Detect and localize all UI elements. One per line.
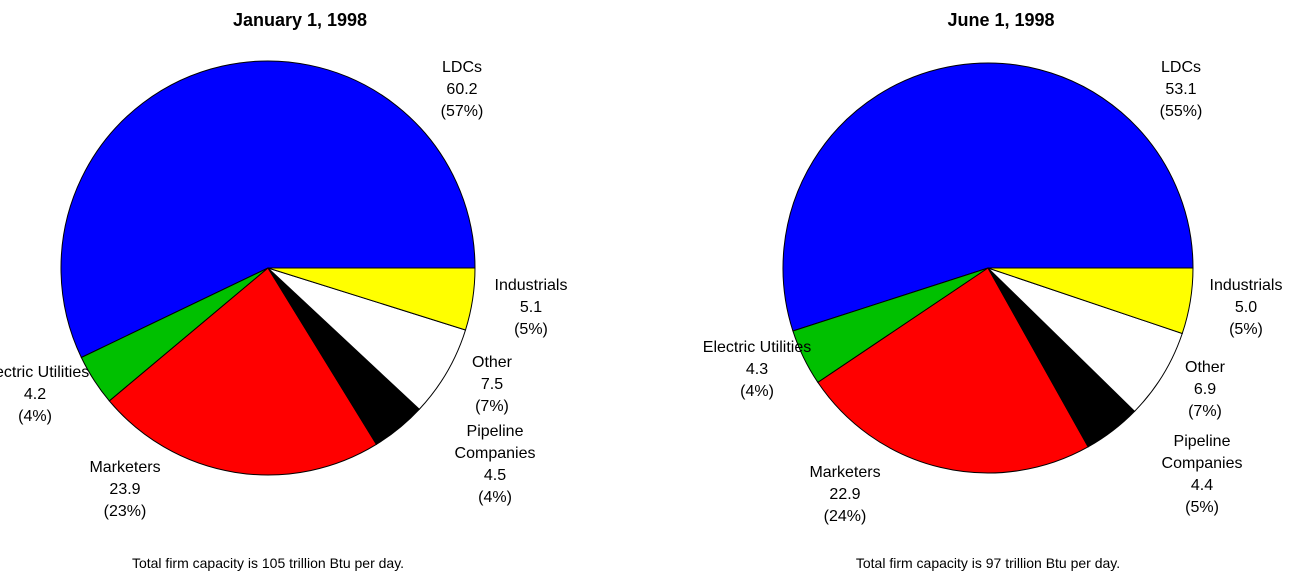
slice-label: Industrials 5.0 (5%) xyxy=(1210,275,1283,341)
slice-label: Other 7.5 (7%) xyxy=(472,352,512,418)
chart-note: Total firm capacity is 97 trillion Btu p… xyxy=(855,555,1121,571)
slice-name: Electric Utilities xyxy=(0,364,90,381)
slice-name: Pipeline Companies xyxy=(454,423,536,462)
slice-name: Other xyxy=(1184,359,1226,376)
slice-name: Electric Utilities xyxy=(702,339,812,356)
slice-value: 23.9 xyxy=(109,481,141,498)
chart-title: January 1, 1998 xyxy=(232,10,368,30)
slice-name: Pipeline Companies xyxy=(1161,433,1243,472)
slice-share: (23%) xyxy=(103,503,147,520)
pie-slice xyxy=(782,62,1194,332)
slice-value: 4.5 xyxy=(483,467,507,484)
chart-title: June 1, 1998 xyxy=(947,10,1055,30)
pie-slice xyxy=(60,60,476,359)
slice-value: 53.1 xyxy=(1165,81,1197,98)
slice-value: 22.9 xyxy=(829,486,861,503)
slice-label: Industrials 5.1 (5%) xyxy=(495,275,568,341)
slice-label: Pipeline Companies 4.5 (4%) xyxy=(430,421,560,509)
slice-label: Marketers 22.9 (24%) xyxy=(809,462,880,528)
slice-value: 5.0 xyxy=(1234,299,1258,316)
slice-value: 60.2 xyxy=(446,81,478,98)
slice-share: (4%) xyxy=(18,408,52,425)
slice-share: (7%) xyxy=(1188,403,1222,420)
slice-name: Industrials xyxy=(494,277,568,294)
slice-label: Electric Utilities 4.3 (4%) xyxy=(703,337,811,403)
slice-value: 4.2 xyxy=(23,386,47,403)
slice-label: Other 6.9 (7%) xyxy=(1185,357,1225,423)
slice-share: (4%) xyxy=(740,383,774,400)
slice-label: Marketers 23.9 (23%) xyxy=(89,457,160,523)
slice-share: (4%) xyxy=(478,489,512,506)
slice-share: (5%) xyxy=(514,321,548,338)
slice-share: (55%) xyxy=(1159,103,1203,120)
slice-label: Electric Utilities 4.2 (4%) xyxy=(0,362,89,428)
slice-value: 4.3 xyxy=(745,361,769,378)
slice-label: LDCs 53.1 (55%) xyxy=(1160,57,1203,123)
slice-name: Industrials xyxy=(1209,277,1283,294)
slice-label: LDCs 60.2 (57%) xyxy=(441,57,484,123)
slice-name: LDCs xyxy=(1160,59,1201,76)
pie-slice xyxy=(108,267,378,476)
slice-share: (7%) xyxy=(475,398,509,415)
chart-note: Total firm capacity is 105 trillion Btu … xyxy=(131,555,405,571)
slice-value: 7.5 xyxy=(480,376,504,393)
pie-slice xyxy=(987,267,1194,335)
pie-slice xyxy=(817,267,1089,474)
slice-value: 4.4 xyxy=(1190,477,1214,494)
pie-slice xyxy=(267,267,476,331)
slice-name: Marketers xyxy=(89,459,161,476)
slice-share: (5%) xyxy=(1185,499,1219,516)
slice-share: (5%) xyxy=(1229,321,1263,338)
slice-name: Other xyxy=(471,354,513,371)
slice-value: 6.9 xyxy=(1193,381,1217,398)
slice-label: Pipeline Companies 4.4 (5%) xyxy=(1150,431,1255,519)
slice-share: (24%) xyxy=(823,508,867,525)
slice-name: LDCs xyxy=(441,59,482,76)
slice-value: 5.1 xyxy=(519,299,543,316)
slice-share: (57%) xyxy=(440,103,484,120)
slice-name: Marketers xyxy=(809,464,881,481)
